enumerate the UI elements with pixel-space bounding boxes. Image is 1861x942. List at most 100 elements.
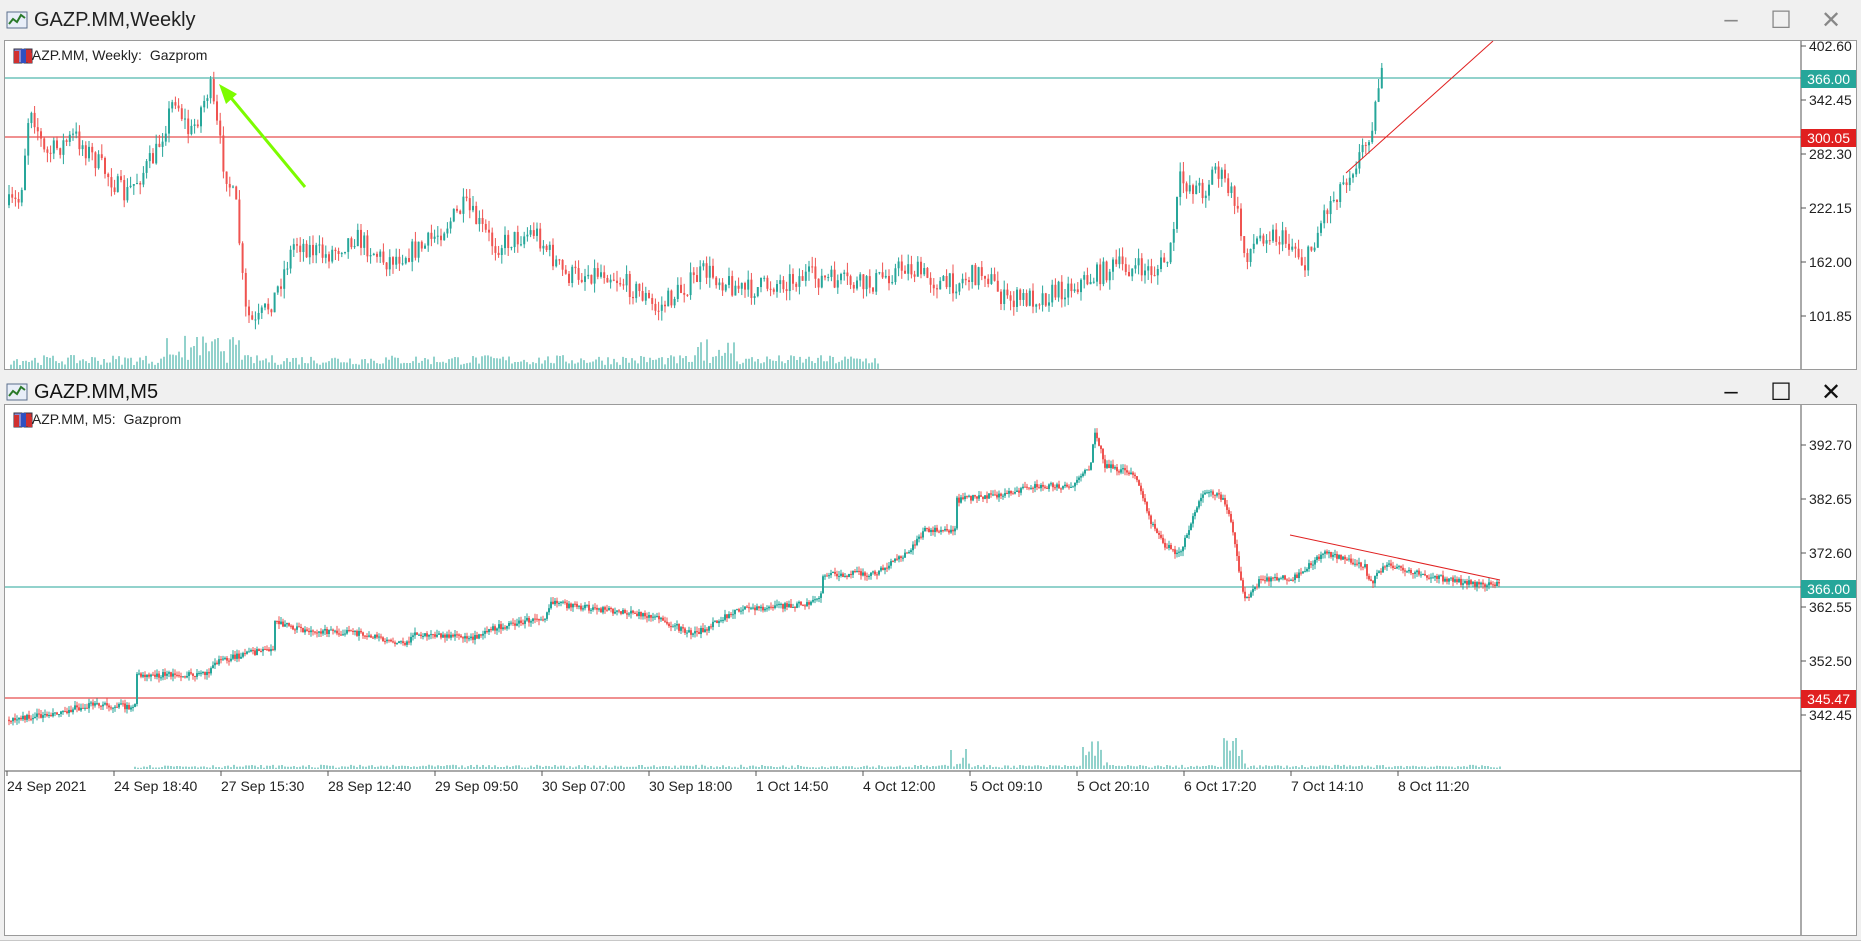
weekly-candle [654, 303, 657, 311]
minimize-button[interactable]: – [1724, 378, 1738, 405]
weekly-candle [712, 265, 714, 278]
weekly-candle [1073, 289, 1076, 292]
close-button[interactable]: ✕ [1820, 378, 1842, 406]
weekly-candle [718, 282, 721, 286]
weekly-candle [33, 112, 36, 128]
maximize-button[interactable]: ☐ [1770, 6, 1792, 34]
maximize-button[interactable]: ☐ [1770, 378, 1792, 406]
m5-candle [1426, 575, 1428, 578]
m5-candle [928, 528, 930, 533]
m5-candle [1390, 563, 1392, 566]
weekly-candle [1192, 185, 1194, 195]
m5-candle [914, 544, 916, 546]
m5-candle [580, 605, 582, 610]
m5-candle [152, 674, 154, 676]
m5-candle [750, 607, 752, 609]
m5-candle [492, 626, 494, 631]
m5-candle [1264, 580, 1266, 582]
m5-candle [698, 631, 700, 635]
m5-candle [1438, 575, 1440, 579]
weekly-candle [116, 176, 119, 192]
m5-chart-canvas[interactable]: 392.70 382.65 372.60 362.55 352.50 342.45 24 S… [5, 405, 1856, 935]
m5-candle [972, 495, 974, 501]
m5-candle [614, 611, 616, 614]
weekly-candle [696, 275, 698, 282]
m5-candle [1194, 512, 1196, 517]
weekly-candle [110, 177, 113, 188]
weekly-candle [897, 261, 900, 269]
m5-candle [568, 603, 570, 609]
m5-candle [412, 635, 414, 637]
m5-candle [1092, 444, 1094, 463]
m5-candle [198, 672, 200, 674]
weekly-candle [81, 145, 84, 150]
weekly-candle [1086, 275, 1089, 285]
m5-candle [1086, 469, 1088, 471]
m5-candle [1386, 564, 1388, 567]
minimize-button[interactable]: – [1724, 6, 1738, 33]
weekly-candle [411, 241, 414, 262]
weekly-candle [692, 272, 695, 276]
m5-candle [666, 621, 668, 624]
weekly-candle [164, 133, 167, 142]
weekly-candle [398, 256, 401, 264]
m5-candle [1044, 486, 1046, 488]
m5-candle [1488, 582, 1490, 586]
weekly-candle [1022, 293, 1025, 300]
m5-candle [354, 630, 356, 632]
m5-candle [524, 620, 526, 624]
weekly-chart-canvas[interactable]: 402.60 342.45 282.30 222.15 162.00 101.85 [5, 41, 1856, 369]
m5-candle [1430, 577, 1432, 579]
m5-candle [1460, 578, 1462, 585]
m5-candle [180, 676, 182, 678]
m5-candle [708, 626, 710, 631]
m5-candle [1058, 484, 1060, 489]
weekly-candle [430, 232, 433, 239]
m5-candle [1324, 551, 1326, 554]
m5-candle [886, 567, 888, 569]
weekly-candle [737, 285, 740, 289]
m5-candle [1446, 578, 1448, 582]
m5-candle [432, 634, 434, 636]
weekly-candle [1163, 257, 1166, 263]
weekly-candle [171, 102, 174, 109]
m5-window-titlebar[interactable]: GAZP.MM,M5 [0, 372, 1861, 412]
m5-candle [338, 633, 340, 635]
m5-candle [344, 633, 346, 635]
weekly-candle [62, 140, 65, 155]
time-axis-label: 28 Sep 12:40 [328, 778, 412, 794]
m5-candle [244, 653, 246, 655]
m5-candle [1236, 544, 1238, 557]
weekly-candle [1099, 264, 1102, 285]
m5-chart-area[interactable]: 392.70 382.65 372.60 362.55 352.50 342.45 24 S… [4, 404, 1857, 936]
weekly-window-titlebar[interactable]: GAZP.MM,Weekly [0, 0, 1861, 40]
weekly-candle [1115, 259, 1118, 265]
weekly-candle [1320, 223, 1322, 233]
m5-candle [968, 495, 970, 497]
weekly-candle [27, 123, 30, 156]
close-button[interactable]: ✕ [1820, 6, 1842, 34]
m5-candle [346, 630, 348, 634]
m5-candle [1304, 571, 1306, 573]
m5-chart-label: GAZP.MM, M5: Gazprom [13, 411, 181, 428]
m5-candle [1064, 484, 1066, 487]
price-axis-label: 342.45 [1809, 92, 1852, 108]
time-axis-label: 29 Sep 09:50 [435, 778, 519, 794]
weekly-candle [1035, 304, 1038, 307]
chart-bars-icon [14, 49, 32, 63]
m5-candle [54, 712, 56, 714]
m5-candle [26, 714, 28, 720]
weekly-chart-area[interactable]: 402.60 342.45 282.30 222.15 162.00 101.85 GAZ… [4, 40, 1857, 370]
m5-candle [352, 630, 354, 632]
m5-candle [1432, 577, 1434, 579]
weekly-candle [328, 254, 330, 262]
m5-candle [1054, 487, 1056, 489]
m5-candle [1000, 493, 1002, 496]
weekly-candle [804, 271, 807, 281]
weekly-candle [43, 138, 46, 150]
m5-candle [76, 705, 78, 708]
weekly-candle [769, 288, 772, 290]
weekly-candle [232, 186, 234, 188]
m5-candle [1100, 445, 1102, 449]
time-axis-label: 1 Oct 14:50 [756, 778, 829, 794]
